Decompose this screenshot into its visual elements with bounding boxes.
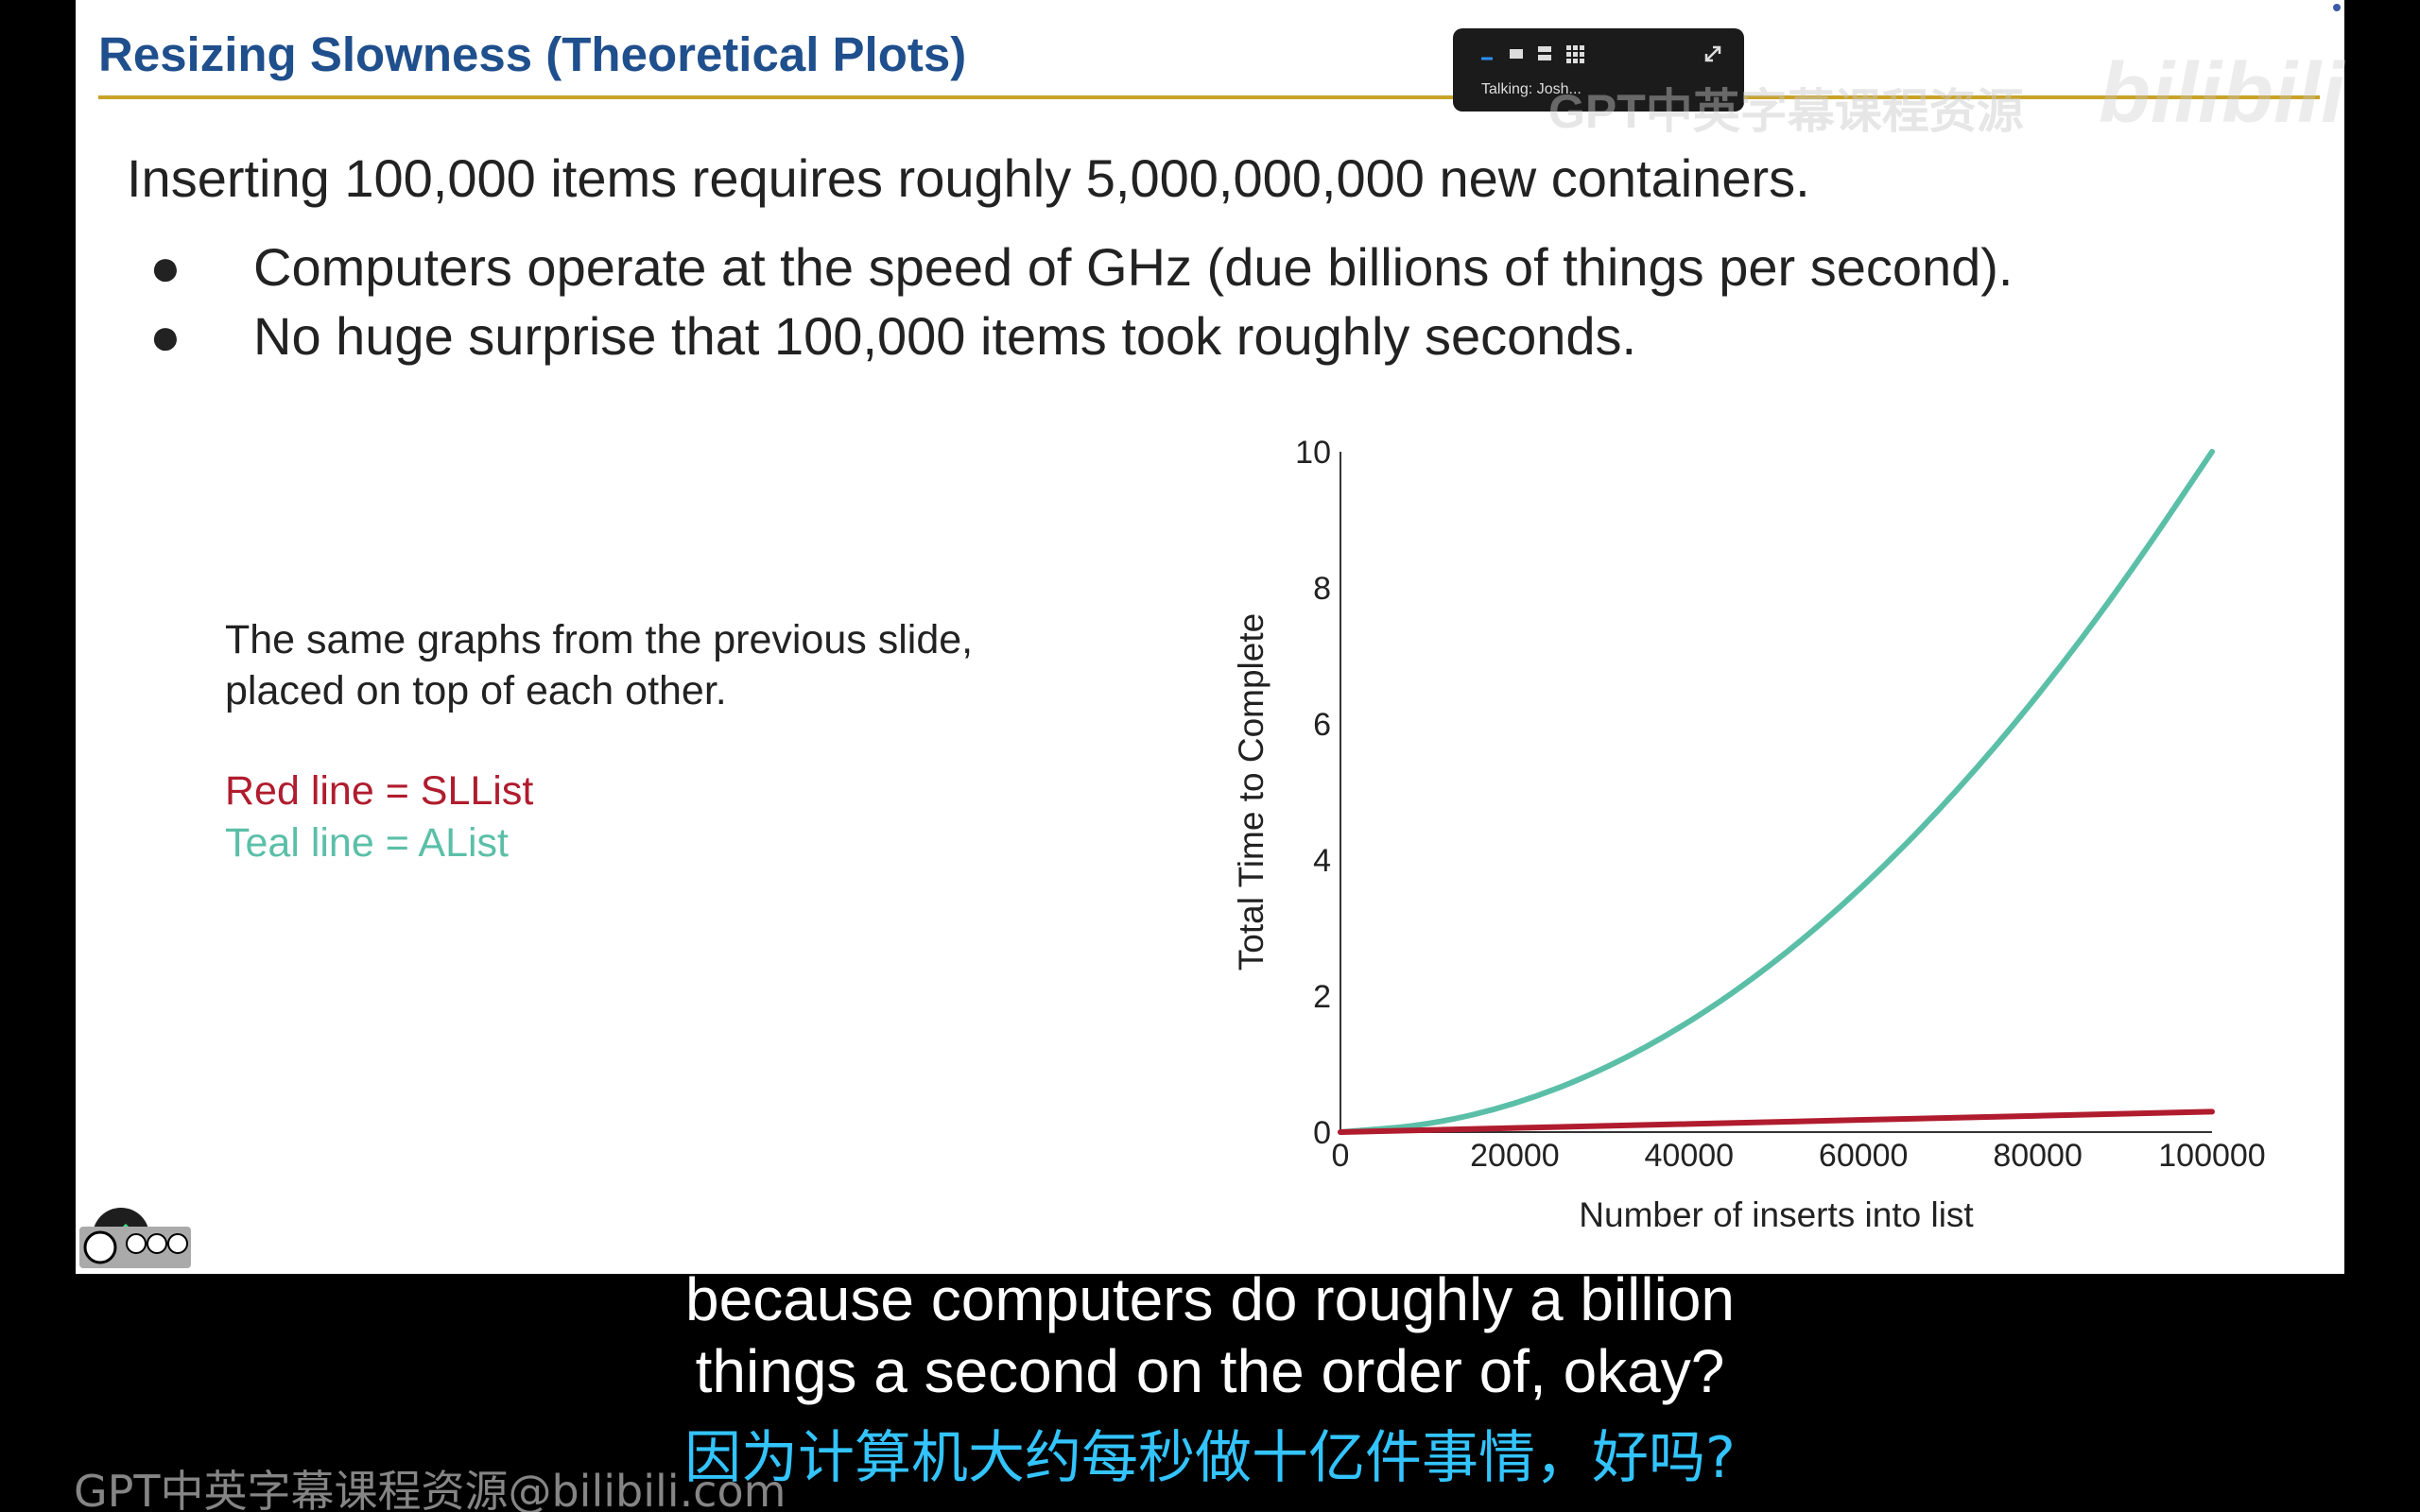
bullet-text: Computers operate at the speed of GHz (d… xyxy=(253,237,2014,297)
x-tick-label: 0 xyxy=(1332,1138,1350,1174)
watermark-text: GPT中英字幕课程资源 xyxy=(1548,85,2024,138)
watermark-bottom-text: GPT中英字幕课程资源@bilibili.com xyxy=(74,1466,786,1512)
y-axis-title: Total Time to Complete xyxy=(1232,613,1270,971)
bullet-text: No huge surprise that 100,000 items took… xyxy=(253,306,1637,366)
meeting-control-panel: Talking: Josh... xyxy=(1453,28,1744,112)
split-view-icon[interactable] xyxy=(1534,42,1559,66)
bullet-marker: ● xyxy=(149,237,182,297)
y-tick-label: 0 xyxy=(1313,1115,1331,1151)
subtitle-chinese-line: 因为计算机大约每秒做十亿件事情，好吗? xyxy=(684,1425,1736,1491)
expand-icon[interactable] xyxy=(1701,42,1725,66)
y-tick-label: 10 xyxy=(1295,435,1331,471)
single-view-icon[interactable] xyxy=(1506,42,1530,66)
chart-caption: The same graphs from the previous slide,… xyxy=(225,617,974,713)
x-tick-label: 20000 xyxy=(1470,1138,1560,1174)
series-line-sllist xyxy=(1338,1108,2215,1135)
y-tick-label: 4 xyxy=(1313,843,1331,879)
y-tick-label: 2 xyxy=(1313,979,1331,1015)
x-tick-label: 60000 xyxy=(1819,1138,1909,1174)
title-divider xyxy=(98,95,2320,99)
x-tick-label: 40000 xyxy=(1645,1138,1735,1174)
legend-alist: Teal line = AList xyxy=(225,820,509,866)
series-line-alist xyxy=(1338,449,2215,1135)
chart-axes xyxy=(1340,452,2212,1133)
minimize-icon[interactable] xyxy=(1478,42,1502,66)
bilibili-logo: bilibili xyxy=(2099,46,2344,141)
legend-sllist: Red line = SLList xyxy=(225,768,534,814)
cc-by-nc-sa-icon xyxy=(79,1227,191,1268)
grid-view-icon[interactable] xyxy=(1563,42,1587,66)
status-dot xyxy=(2333,4,2341,11)
chart-series xyxy=(1338,449,2215,1135)
y-tick-label: 8 xyxy=(1313,571,1331,607)
subtitle-english-line: things a second on the order of, okay? xyxy=(695,1337,1725,1405)
bullet-marker: ● xyxy=(149,306,182,366)
chart-ticks: 0 20000 40000 60000 80000 100000 0 2 4 6 8 10 xyxy=(1295,435,2266,1174)
x-axis-title: Number of inserts into list xyxy=(1579,1195,1974,1234)
slide-title: Resizing Slowness (Theoretical Plots) xyxy=(98,27,967,81)
x-tick-label: 80000 xyxy=(1993,1138,2083,1174)
y-tick-label: 6 xyxy=(1313,707,1331,743)
talking-indicator: Talking: Josh... xyxy=(1481,81,1582,97)
bullet-item: ● No huge surprise that 100,000 items too… xyxy=(149,305,1636,367)
slide-lead-text: Inserting 100,000 items requires roughly… xyxy=(127,148,1810,208)
slide: Resizing Slowness (Theoretical Plots) In… xyxy=(76,0,2344,1274)
x-tick-label: 100000 xyxy=(2158,1138,2265,1174)
line-chart: 0 20000 40000 60000 80000 100000 0 2 4 6 8 10 Numbe… xyxy=(1232,435,2266,1234)
subtitle-english-line: because computers do roughly a billion xyxy=(685,1265,1735,1333)
bullet-item: ● Computers operate at the speed of GHz (… xyxy=(149,236,2013,298)
